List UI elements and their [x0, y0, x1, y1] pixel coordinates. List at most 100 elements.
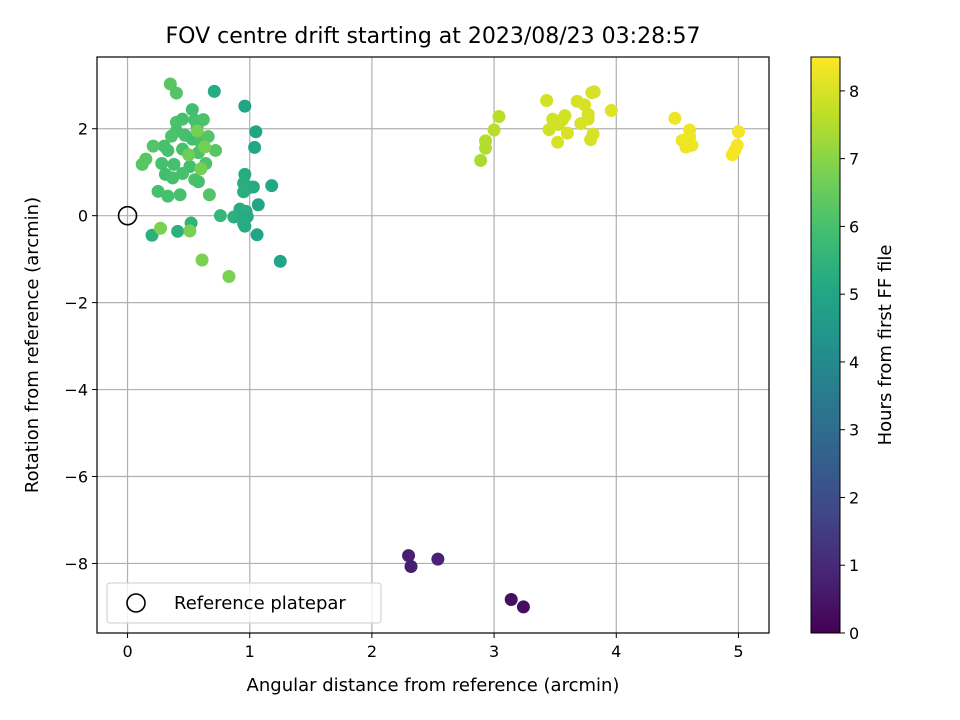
data-point [169, 86, 183, 100]
data-point [551, 135, 565, 149]
colorbar: 0 1 2 3 4 5 6 7 8 Hours from first FF file [810, 56, 896, 643]
colorbar-tick-label: 5 [849, 285, 859, 304]
data-point [183, 224, 197, 238]
data-point [251, 198, 265, 212]
colorbar-label: Hours from first FF file [875, 245, 896, 446]
colorbar-tick-label: 3 [849, 421, 859, 440]
colorbar-tick-label: 4 [849, 353, 859, 372]
data-point [161, 189, 175, 203]
legend: Reference platepar [106, 582, 382, 624]
colorbar-tick-label: 8 [849, 82, 859, 101]
data-point [185, 103, 199, 117]
data-point [586, 127, 600, 141]
x-tick-label: 3 [489, 642, 499, 661]
data-point [151, 184, 165, 198]
data-point [165, 129, 179, 143]
data-point [194, 162, 208, 176]
data-point [146, 139, 160, 153]
x-tick-label: 0 [122, 642, 132, 661]
data-point [222, 270, 236, 284]
data-point [250, 228, 264, 242]
data-point [190, 124, 204, 138]
y-tick-label: −2 [64, 294, 88, 313]
data-point [604, 103, 618, 117]
data-point [248, 140, 262, 154]
colorbar-tick-label: 7 [849, 150, 859, 169]
y-tick-label: −8 [64, 554, 88, 573]
legend-marker [126, 593, 146, 613]
y-tick-label: 0 [78, 207, 88, 226]
data-point [166, 171, 180, 185]
data-point [195, 253, 209, 267]
data-point [213, 209, 227, 223]
data-point [560, 126, 574, 140]
data-point [581, 107, 595, 121]
colorbar-tick-label: 2 [849, 488, 859, 507]
data-point [154, 221, 168, 235]
data-point [176, 112, 190, 126]
data-point [155, 157, 169, 171]
colorbar-tick-label: 6 [849, 217, 859, 236]
data-point [730, 138, 744, 152]
legend-box [106, 582, 382, 624]
x-tick-label: 1 [245, 642, 255, 661]
legend-entry-reference: Reference platepar [174, 593, 346, 614]
data-point [504, 593, 518, 607]
data-point [402, 549, 416, 563]
data-point [198, 140, 212, 154]
data-point [492, 110, 506, 124]
chart-title: FOV centre drift starting at 2023/08/23 … [166, 24, 701, 49]
data-point [404, 559, 418, 573]
x-tick-label: 4 [611, 642, 621, 661]
data-point [542, 123, 556, 137]
data-point [209, 143, 223, 157]
data-point [238, 99, 252, 113]
x-tick-label: 5 [733, 642, 743, 661]
data-point [135, 157, 149, 171]
data-point [479, 134, 493, 148]
data-point [731, 125, 745, 139]
colorbar-tick-label: 0 [849, 624, 859, 643]
y-axis-label: Rotation from reference (arcmin) [22, 197, 43, 493]
data-point [273, 254, 287, 268]
y-tick-label: 2 [78, 120, 88, 139]
data-point [191, 175, 205, 189]
data-point [474, 153, 488, 167]
y-tick-label: −4 [64, 381, 88, 400]
x-axis-label: Angular distance from reference (arcmin) [247, 675, 620, 696]
data-point [176, 167, 190, 181]
data-point [246, 180, 260, 194]
data-point [487, 123, 501, 137]
data-point [685, 138, 699, 152]
y-tick-label: −6 [64, 468, 88, 487]
x-tick-label: 2 [367, 642, 377, 661]
data-point [668, 111, 682, 125]
data-point [207, 84, 221, 98]
x-axis-ticks: 0 1 2 3 4 5 [122, 633, 744, 661]
reference-marker [117, 205, 138, 226]
data-point [161, 143, 175, 157]
data-point [587, 85, 601, 99]
data-point [516, 600, 530, 614]
data-point [167, 157, 181, 171]
data-point [265, 179, 279, 193]
plot-frame [96, 56, 770, 634]
data-point [431, 552, 445, 566]
y-axis-ticks: −8 −6 −4 −2 0 2 [64, 120, 97, 573]
scatter-points [135, 77, 745, 614]
colorbar-ticks: 0 1 2 3 4 5 6 7 8 [840, 82, 859, 643]
data-point [201, 130, 215, 144]
data-point [558, 109, 572, 123]
data-point [202, 188, 216, 202]
colorbar-tick-label: 1 [849, 556, 859, 575]
data-point [249, 125, 263, 139]
data-point [182, 148, 196, 162]
data-point [238, 219, 252, 233]
colorbar-gradient [810, 56, 841, 634]
data-point [540, 93, 554, 107]
data-point [173, 188, 187, 202]
data-point [237, 185, 251, 199]
data-point [171, 224, 185, 238]
data-point [163, 77, 177, 91]
